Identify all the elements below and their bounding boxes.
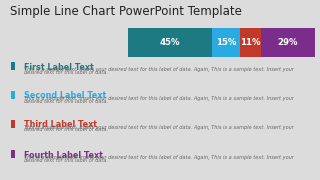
- Text: desired text for this label of data.: desired text for this label of data.: [24, 158, 108, 163]
- Text: 45%: 45%: [160, 38, 180, 47]
- Bar: [261, 28, 315, 57]
- Text: Fourth Label Text: Fourth Label Text: [24, 151, 103, 160]
- Text: Simple Line Chart PowerPoint Template: Simple Line Chart PowerPoint Template: [10, 5, 242, 18]
- Text: This is a sample text. Insert your desired text for this label of data. Again, T: This is a sample text. Insert your desir…: [24, 155, 294, 160]
- Bar: [11, 62, 15, 70]
- Text: First Label Text: First Label Text: [24, 63, 94, 72]
- Bar: [11, 120, 15, 128]
- Text: desired text for this label of data.: desired text for this label of data.: [24, 70, 108, 75]
- Text: 15%: 15%: [216, 38, 236, 47]
- Text: Third Label Text: Third Label Text: [24, 120, 97, 129]
- Bar: [11, 150, 15, 158]
- Text: 11%: 11%: [240, 38, 261, 47]
- Bar: [11, 91, 15, 99]
- Text: This is a sample text. Insert your desired text for this label of data. Again, T: This is a sample text. Insert your desir…: [24, 96, 294, 101]
- Text: desired text for this label of data.: desired text for this label of data.: [24, 127, 108, 132]
- Bar: [128, 28, 212, 57]
- Text: This is a sample text. Insert your desired text for this label of data. Again, T: This is a sample text. Insert your desir…: [24, 125, 294, 130]
- Text: Second Label Text: Second Label Text: [24, 91, 106, 100]
- Text: desired text for this label of data.: desired text for this label of data.: [24, 99, 108, 104]
- Text: 29%: 29%: [278, 38, 298, 47]
- Bar: [240, 28, 261, 57]
- Text: This is a sample text. Insert your desired text for this label of data. Again, T: This is a sample text. Insert your desir…: [24, 67, 294, 72]
- Bar: [212, 28, 240, 57]
